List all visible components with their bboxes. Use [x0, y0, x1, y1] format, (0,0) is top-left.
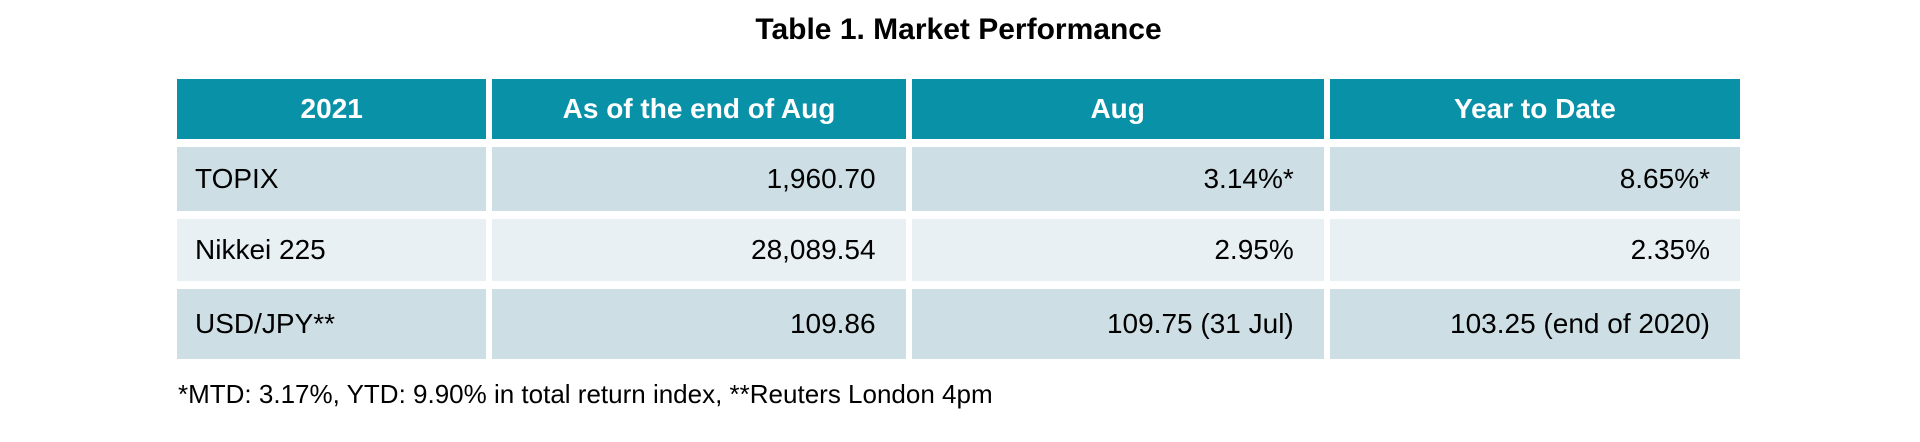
- usdjpy-end-of-aug-value: 109.86: [492, 289, 906, 359]
- nikkei225-aug-value: 2.95%: [911, 219, 1324, 281]
- column-header-ytd: Year to Date: [1329, 79, 1740, 139]
- table-title: Table 1. Market Performance: [755, 13, 1162, 46]
- topix-end-of-aug-value: 1,960.70: [492, 147, 906, 211]
- row-label-topix: TOPIX: [177, 147, 487, 211]
- nikkei225-ytd-value: 2.35%: [1329, 219, 1740, 281]
- topix-aug-value: 3.14%*: [911, 147, 1324, 211]
- column-header-aug: Aug: [911, 79, 1324, 139]
- column-header-year: 2021: [177, 79, 487, 139]
- row-label-nikkei225: Nikkei 225: [177, 219, 487, 281]
- nikkei225-end-of-aug-value: 28,089.54: [492, 219, 906, 281]
- row-label-usdjpy: USD/JPY**: [177, 289, 487, 359]
- topix-ytd-value: 8.65%*: [1329, 147, 1740, 211]
- column-header-end-of-aug: As of the end of Aug: [492, 79, 906, 139]
- table-footnote: *MTD: 3.17%, YTD: 9.90% in total return …: [178, 379, 993, 409]
- usdjpy-aug-value: 109.75 (31 Jul): [911, 289, 1324, 359]
- usdjpy-ytd-value: 103.25 (end of 2020): [1329, 289, 1740, 359]
- market-performance-table: 2021 As of the end of Aug Aug Year to Da…: [177, 79, 1740, 359]
